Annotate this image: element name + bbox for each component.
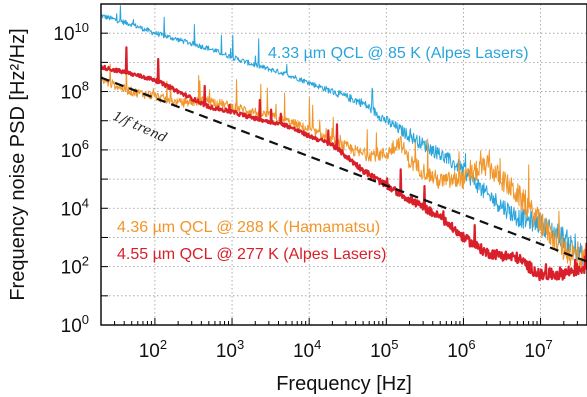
y-tick-label: 108 <box>61 79 89 104</box>
annotation-3: 4.55 µm QCL @ 277 K (Alpes Lasers) <box>117 246 386 263</box>
y-tick-label: 106 <box>61 137 89 162</box>
x-tick-label: 105 <box>370 337 398 362</box>
trend-line <box>101 76 587 263</box>
x-tick-label: 107 <box>524 337 552 362</box>
y-axis-label: Frequency noise PSD [Hz²/Hz] <box>7 28 29 300</box>
annotations: 4.33 µm QCL @ 85 K (Alpes Lasers) 4.36 µm… <box>110 45 528 263</box>
annotation-1: 4.33 µm QCL @ 85 K (Alpes Lasers) <box>268 45 529 62</box>
y-tick-label: 104 <box>61 195 89 220</box>
plot-series <box>101 5 587 282</box>
series-line-1 <box>101 5 587 269</box>
y-tick-label: 1010 <box>53 20 89 45</box>
x-axis-label: Frequency [Hz] <box>276 373 412 395</box>
tick-labels: 102 103 104 105 106 107 100 102 104 106 108 1010 <box>53 20 552 362</box>
series-line-3 <box>101 46 587 282</box>
x-tick-label: 106 <box>447 337 475 362</box>
x-tick-label: 103 <box>216 337 244 362</box>
series-line-2 <box>101 63 587 272</box>
axis-ticks <box>100 3 587 326</box>
x-tick-label: 104 <box>293 337 321 362</box>
plot-frame <box>100 3 587 326</box>
x-tick-label: 102 <box>139 337 167 362</box>
annotation-4: 1/f trend <box>110 109 169 146</box>
y-tick-label: 102 <box>61 254 89 279</box>
annotation-2: 4.36 µm QCL @ 288 K (Hamamatsu) <box>117 219 380 236</box>
y-tick-label: 100 <box>61 312 89 337</box>
